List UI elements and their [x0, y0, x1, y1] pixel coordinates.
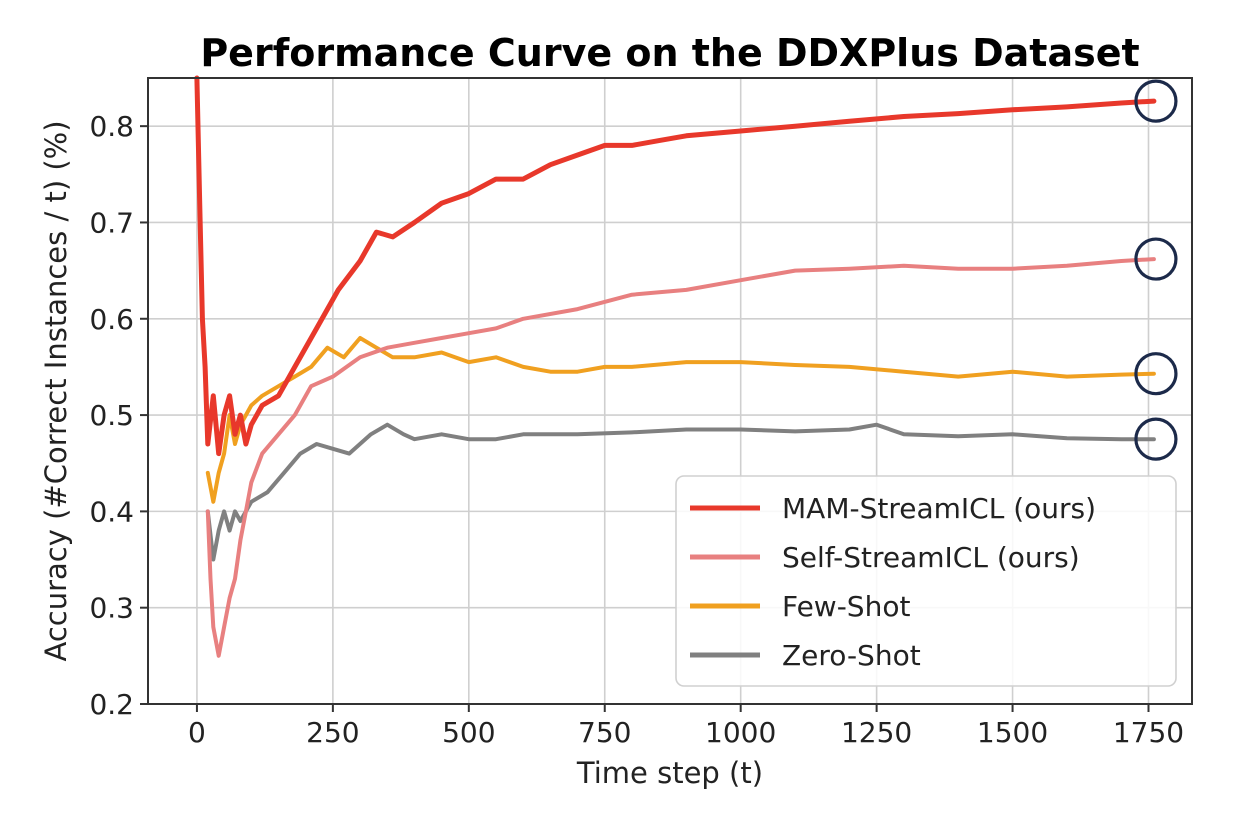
x-tick-label: 1000 [705, 716, 776, 749]
chart-title: Performance Curve on the DDXPlus Dataset [200, 31, 1139, 75]
endpoint-circle [1134, 352, 1178, 396]
endpoint-circle [1134, 237, 1178, 281]
y-tick-label: 0.5 [89, 399, 134, 432]
x-axis-ticks: 0 250 500 750 1000 1250 1500 1750 [188, 704, 1184, 749]
legend-label: MAM-StreamICL (ours) [782, 492, 1096, 525]
x-tick-label: 1500 [977, 716, 1048, 749]
y-axis-label: Accuracy (#Correct Instances / t) (%) [39, 120, 73, 661]
y-tick-label: 0.2 [89, 688, 134, 721]
series-line-self-streamicl-ours [205, 257, 1156, 658]
legend-label: Few-Shot [782, 590, 910, 623]
series-line-mam-streamicl-ours [194, 75, 1157, 457]
legend-label: Zero-Shot [782, 639, 921, 672]
series-lines [194, 75, 1157, 658]
x-axis-label: Time step (t) [576, 756, 763, 790]
endpoint-circle [1134, 79, 1178, 123]
plot-frame [147, 77, 1193, 705]
x-tick-label: 0 [188, 716, 206, 749]
x-tick-label: 500 [442, 716, 495, 749]
y-tick-label: 0.6 [89, 303, 134, 336]
series-line-zero-shot [205, 422, 1156, 562]
legend-label: Self-StreamICL (ours) [782, 541, 1080, 574]
endpoint-circles [1134, 79, 1178, 461]
x-tick-label: 750 [578, 716, 631, 749]
x-tick-label: 1750 [1113, 716, 1184, 749]
endpoint-circle [1134, 417, 1178, 461]
legend-box [675, 475, 1177, 687]
y-tick-label: 0.3 [89, 592, 134, 625]
x-tick-label: 250 [306, 716, 359, 749]
y-axis-ticks: 0.2 0.3 0.4 0.5 0.6 0.7 0.8 [89, 110, 148, 721]
y-tick-label: 0.8 [89, 110, 134, 143]
y-tick-label: 0.4 [89, 495, 134, 528]
y-tick-label: 0.7 [89, 206, 134, 239]
legend: MAM-StreamICL (ours) Self-StreamICL (ours… [675, 475, 1177, 687]
x-tick-label: 1250 [841, 716, 912, 749]
